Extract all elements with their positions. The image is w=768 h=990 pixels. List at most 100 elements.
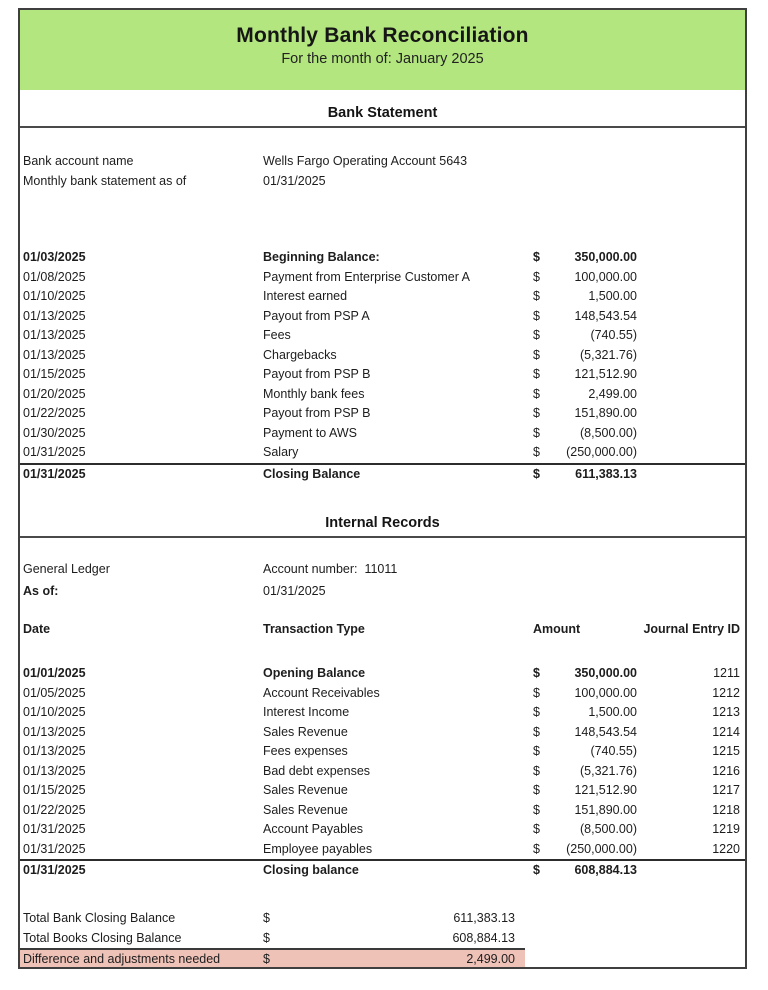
row-spacer [637,326,745,346]
books-closing-balance-row: 01/31/2025 Closing balance $ 608,884.13 [20,859,745,879]
bank-account-name-row: Bank account name Wells Fargo Operating … [20,151,745,171]
row-date: 01/13/2025 [23,328,86,342]
bank-statement-info: Bank account name Wells Fargo Operating … [20,151,745,191]
row-transaction-type: Bad debt expenses [263,763,371,778]
row-spacer [637,443,745,463]
total-books-closing-balance-row: Total Books Closing Balance $ 608,884.13 [20,929,525,949]
row-date: 01/22/2025 [23,406,86,420]
summary-label: Difference and adjustments needed [23,952,221,966]
internal-records-section-title: Internal Records [20,500,745,538]
row-amount: 350,000.00 [574,666,637,680]
row-amount: (740.55) [590,744,637,758]
row-journal-entry-id: 1220 [712,841,740,856]
summary-label: Total Books Closing Balance [23,930,182,945]
row-amount: 100,000.00 [574,269,637,284]
row-date: 01/13/2025 [23,724,86,739]
row-transaction-type: Sales Revenue [263,724,348,739]
row-date: 01/05/2025 [23,685,86,700]
row-currency: $ [533,367,540,381]
row-amount: 1,500.00 [588,705,637,719]
table-row: 01/15/2025 Sales Revenue $ 121,512.90 12… [20,781,745,801]
as-of-label: As of: [23,584,59,598]
row-spacer [637,307,745,327]
column-header-date: Date [23,622,51,636]
row-currency: $ [533,822,540,836]
row-transaction-type: Sales Revenue [263,802,348,817]
row-date: 01/20/2025 [23,386,86,401]
row-date: 01/15/2025 [23,367,86,381]
row-description: Chargebacks [263,347,337,362]
row-currency: $ [533,406,540,420]
row-amount: 148,543.54 [574,308,637,323]
summary-currency: $ [263,930,270,945]
page-subtitle: For the month of: January 2025 [281,51,484,67]
row-currency: $ [533,802,540,817]
table-row: 01/31/2025 Employee payables $ (250,000.… [20,840,745,860]
row-amount: (8,500.00) [580,822,637,836]
row-amount: 121,512.90 [574,367,637,381]
table-row: 01/13/2025 Sales Revenue $ 148,543.54 12… [20,723,745,743]
account-number-value: Account number: 11011 [263,562,398,576]
reconciliation-sheet: Monthly Bank Reconciliation For the mont… [18,8,747,969]
row-description: Beginning Balance: [263,250,380,264]
summary-label: Total Bank Closing Balance [23,911,176,925]
row-date: 01/31/2025 [23,841,86,856]
summary-amount: 608,884.13 [452,930,515,945]
row-currency: $ [533,289,540,303]
internal-records-table: 01/01/2025 Opening Balance $ 350,000.00 … [20,664,745,879]
bank-statement-table: 01/03/2025 Beginning Balance: $ 350,000.… [20,248,745,482]
row-description: Salary [263,445,299,459]
page-title: Monthly Bank Reconciliation [236,24,529,47]
internal-records-info: General Ledger Account number: 11011 As … [20,558,745,602]
row-currency: $ [533,250,540,264]
reconciliation-summary: Total Bank Closing Balance $ 611,383.13 … [20,909,745,967]
row-journal-entry-id: 1213 [712,705,740,719]
row-date: 01/31/2025 [23,445,86,459]
statement-as-of-value: 01/31/2025 [263,174,326,188]
row-spacer [637,424,745,444]
row-amount: (250,000.00) [566,841,637,856]
row-amount: (8,500.00) [580,425,637,440]
table-row: 01/22/2025 Sales Revenue $ 151,890.00 12… [20,801,745,821]
row-currency: $ [533,328,540,342]
total-bank-closing-balance-row: Total Bank Closing Balance $ 611,383.13 [20,909,525,929]
bank-closing-balance-row: 01/31/2025 Closing Balance $ 611,383.13 [20,462,745,483]
row-currency: $ [533,863,540,877]
table-row: 01/01/2025 Opening Balance $ 350,000.00 … [20,664,745,684]
row-amount: 1,500.00 [588,289,637,303]
row-transaction-type: Fees expenses [263,744,348,758]
as-of-row: As of: 01/31/2025 [20,580,745,602]
row-amount: (5,321.76) [580,763,637,778]
row-transaction-type: Interest Income [263,705,350,719]
row-spacer [637,268,745,288]
row-description: Payment from Enterprise Customer A [263,269,471,284]
table-row: 01/05/2025 Account Receivables $ 100,000… [20,684,745,704]
general-ledger-row: General Ledger Account number: 11011 [20,558,745,580]
row-amount: 121,512.90 [574,783,637,797]
row-description: Monthly bank fees [263,386,365,401]
summary-amount: 2,499.00 [466,952,515,966]
row-date: 01/08/2025 [23,269,86,284]
row-amount: 608,884.13 [574,863,637,877]
row-spacer [637,861,745,881]
internal-records-column-headers: Date Transaction Type Amount Journal Ent… [20,619,745,639]
row-currency: $ [533,705,540,719]
row-amount: 2,499.00 [588,386,637,401]
row-date: 01/15/2025 [23,783,86,797]
row-currency: $ [533,724,540,739]
statement-as-of-row: Monthly bank statement as of 01/31/2025 [20,171,745,191]
row-currency: $ [533,466,540,481]
row-date: 01/22/2025 [23,802,86,817]
row-date: 01/13/2025 [23,308,86,323]
row-amount: (740.55) [590,328,637,342]
statement-as-of-label: Monthly bank statement as of [23,174,187,188]
table-row: 01/10/2025 Interest Income $ 1,500.00 12… [20,703,745,723]
table-row: 01/13/2025 Fees expenses $ (740.55) 1215 [20,742,745,762]
general-ledger-label: General Ledger [23,562,110,576]
row-date: 01/31/2025 [23,822,86,836]
table-row: 01/08/2025 Payment from Enterprise Custo… [20,268,745,288]
row-currency: $ [533,425,540,440]
row-spacer [637,404,745,424]
document-header: Monthly Bank Reconciliation For the mont… [20,10,745,90]
table-row: 01/13/2025 Bad debt expenses $ (5,321.76… [20,762,745,782]
